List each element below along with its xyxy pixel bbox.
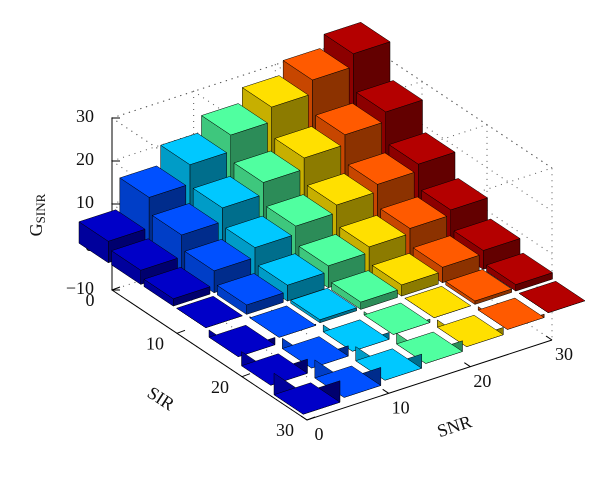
y-tick-label: 0 bbox=[86, 290, 95, 310]
bar-top bbox=[225, 215, 293, 248]
bar bbox=[322, 319, 390, 352]
bar-top bbox=[330, 270, 399, 303]
bar bbox=[477, 297, 545, 330]
z-tick-label: 10 bbox=[76, 192, 94, 212]
bar-top bbox=[208, 324, 276, 358]
z-tick-label: −10 bbox=[66, 278, 94, 298]
bar bbox=[485, 252, 554, 292]
z-tick-label: 20 bbox=[76, 149, 94, 169]
bar-top bbox=[412, 235, 480, 268]
bar-top bbox=[306, 173, 374, 206]
x-tick bbox=[382, 388, 389, 394]
bar bbox=[330, 270, 399, 310]
bar-top bbox=[265, 194, 334, 227]
bar-top bbox=[436, 314, 504, 348]
bar-top bbox=[282, 48, 350, 81]
x-axis-title: SNR bbox=[435, 411, 474, 441]
bar-top bbox=[355, 80, 424, 113]
y-tick bbox=[306, 416, 316, 421]
bar bbox=[436, 314, 504, 348]
bar-top bbox=[388, 132, 456, 165]
bar-top bbox=[241, 75, 309, 108]
y-tick bbox=[111, 286, 121, 291]
bar-top bbox=[453, 218, 521, 251]
bar bbox=[273, 372, 341, 415]
y-tick bbox=[176, 329, 186, 334]
x-tick-label: 0 bbox=[315, 424, 324, 444]
bar-top bbox=[298, 234, 366, 267]
y-tick-label: 10 bbox=[146, 333, 164, 353]
bar-top bbox=[216, 273, 284, 306]
x-tick bbox=[464, 362, 471, 368]
bar-top bbox=[175, 295, 244, 329]
bar-top bbox=[240, 353, 309, 386]
x-tick-label: 20 bbox=[473, 371, 491, 391]
z-label-sub: SINR bbox=[33, 193, 48, 223]
bar-top bbox=[445, 269, 513, 302]
bar bbox=[208, 324, 276, 358]
bar-top bbox=[371, 253, 439, 286]
bar-top bbox=[257, 253, 325, 286]
x-tick-label: 30 bbox=[555, 344, 573, 364]
bar bbox=[216, 273, 284, 315]
bar-top bbox=[315, 102, 383, 136]
bar bbox=[290, 287, 358, 324]
y-tick-label: 20 bbox=[211, 377, 229, 397]
y-tick-label: 30 bbox=[276, 420, 294, 440]
y-tick bbox=[241, 373, 251, 378]
z-label: G bbox=[26, 223, 46, 236]
bar-top bbox=[363, 302, 431, 335]
bar-top bbox=[184, 239, 252, 272]
bar-top bbox=[274, 126, 342, 159]
bar bbox=[404, 285, 472, 319]
y-axis-title: SIR bbox=[144, 382, 178, 414]
bar bbox=[518, 280, 586, 314]
bar bbox=[249, 305, 317, 338]
bar-top bbox=[322, 319, 390, 352]
x-tick bbox=[545, 335, 553, 341]
bar-top bbox=[233, 150, 301, 183]
bar bbox=[175, 295, 244, 329]
bar bbox=[143, 266, 211, 307]
bar-top bbox=[110, 238, 179, 271]
bar-top bbox=[380, 196, 448, 229]
bar-top bbox=[485, 252, 554, 285]
bar-top bbox=[404, 285, 472, 319]
bar-top bbox=[273, 382, 341, 415]
bar-top bbox=[119, 165, 187, 198]
z-tick-label: 30 bbox=[76, 106, 94, 126]
bar-top bbox=[420, 178, 489, 211]
bar-top bbox=[151, 203, 219, 236]
bar-top bbox=[78, 209, 146, 242]
bar-top bbox=[290, 287, 358, 321]
z-axis-title: GSINR bbox=[26, 193, 48, 236]
bar-top bbox=[160, 132, 228, 165]
bar-top bbox=[477, 297, 545, 330]
bar-top bbox=[339, 215, 407, 248]
bar bbox=[363, 302, 431, 335]
bar-top bbox=[323, 21, 391, 55]
bar bbox=[445, 269, 513, 305]
x-tick-label: 10 bbox=[392, 397, 410, 417]
bar-top bbox=[249, 305, 317, 338]
bar-top bbox=[200, 103, 269, 136]
bar-top bbox=[347, 152, 415, 185]
bar-top bbox=[143, 266, 211, 300]
bar-top bbox=[192, 176, 260, 209]
x-tick bbox=[300, 415, 308, 421]
bar-top bbox=[518, 280, 586, 314]
